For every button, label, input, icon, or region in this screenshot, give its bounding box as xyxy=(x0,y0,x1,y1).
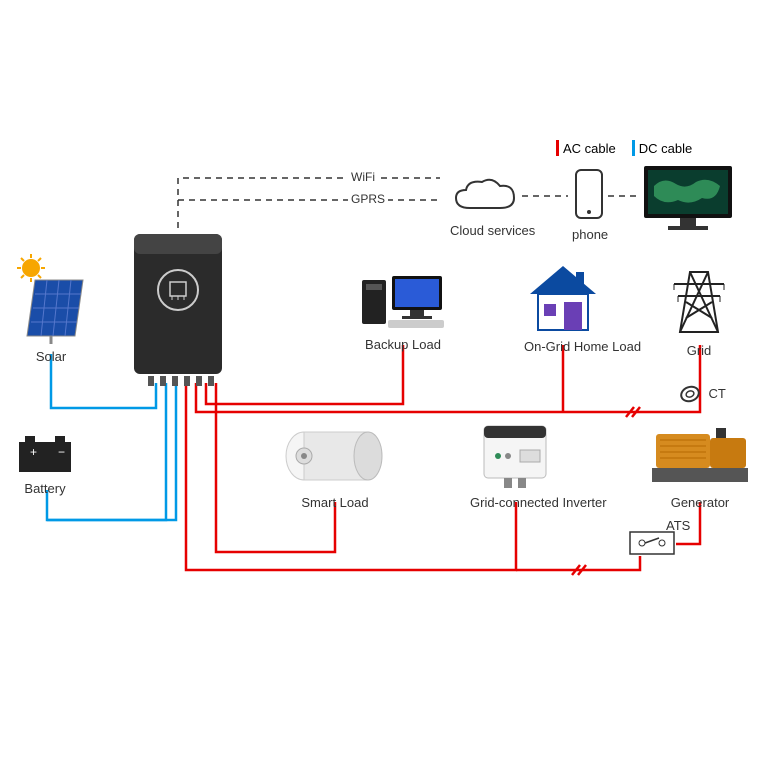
phone-label: phone xyxy=(572,227,606,242)
ct-label: CT xyxy=(708,386,725,401)
grid-tower-icon xyxy=(664,266,734,338)
hybrid-inverter-icon xyxy=(128,230,228,386)
legend-ac-label: AC cable xyxy=(563,141,616,156)
generator-icon xyxy=(646,420,754,490)
ats-node: ATS xyxy=(628,520,708,561)
solar-label: Solar xyxy=(15,349,87,364)
svg-text:+: + xyxy=(30,445,37,459)
home-load-node: On-Grid Home Load xyxy=(524,262,602,354)
phone-node: phone xyxy=(572,168,606,242)
gprs-label: GPRS xyxy=(348,192,388,206)
cable-legend: AC cable DC cable xyxy=(556,140,692,156)
house-icon xyxy=(524,262,602,334)
smart-load-node: Smart Load xyxy=(280,420,390,510)
solar-icon xyxy=(15,254,87,344)
computer-icon xyxy=(358,270,448,332)
ats-label: ATS xyxy=(666,518,690,533)
water-heater-icon xyxy=(280,420,390,490)
wiring-layer xyxy=(0,0,768,768)
grid-inverter-node: Grid-connected Inverter xyxy=(470,420,560,510)
battery-label: Battery xyxy=(15,481,75,496)
wifi-label: WiFi xyxy=(348,170,378,184)
generator-label: Generator xyxy=(646,495,754,510)
cloud-icon xyxy=(450,178,522,218)
hybrid-inverter-node xyxy=(128,230,228,391)
home-load-label: On-Grid Home Load xyxy=(524,339,602,354)
cloud-label: Cloud services xyxy=(450,223,522,238)
ct-icon xyxy=(678,384,702,404)
smart-load-label: Smart Load xyxy=(280,495,390,510)
backup-load-node: Backup Load xyxy=(358,270,448,352)
legend-ac: AC cable xyxy=(556,140,616,156)
dc-swatch xyxy=(632,140,635,156)
ac-swatch xyxy=(556,140,559,156)
legend-dc: DC cable xyxy=(632,140,692,156)
svg-text:−: − xyxy=(58,445,65,459)
battery-icon: + − xyxy=(15,432,75,476)
diagram-canvas: AC cable DC cable WiFi GPRS Solar + − xyxy=(0,0,768,768)
grid-node: Grid xyxy=(664,266,734,358)
legend-dc-label: DC cable xyxy=(639,141,692,156)
grid-label: Grid xyxy=(664,343,734,358)
phone-icon xyxy=(572,168,606,222)
battery-node: + − Battery xyxy=(15,432,75,496)
backup-load-label: Backup Load xyxy=(358,337,448,352)
ats-icon xyxy=(628,530,676,556)
grid-inverter-label: Grid-connected Inverter xyxy=(470,495,560,510)
ct-node: CT xyxy=(678,384,728,404)
generator-node: Generator xyxy=(646,420,754,510)
cloud-node: Cloud services xyxy=(450,178,522,238)
solar-node: Solar xyxy=(15,254,87,364)
monitor-node xyxy=(638,162,738,239)
monitor-icon xyxy=(638,162,738,234)
grid-inverter-icon xyxy=(470,420,560,490)
